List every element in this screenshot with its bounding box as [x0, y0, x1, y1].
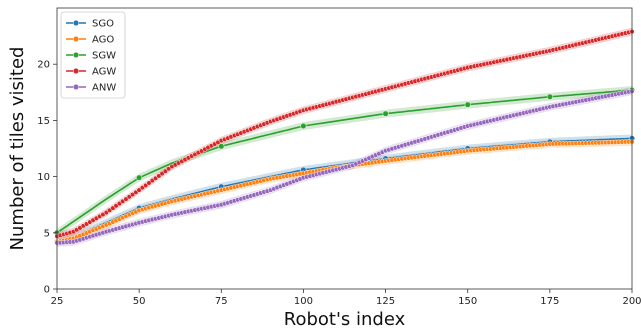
x-axis-title: Robot's index	[284, 309, 406, 329]
data-point	[464, 101, 471, 108]
data-point	[136, 174, 143, 181]
legend-marker	[72, 35, 80, 43]
series-line	[56, 89, 633, 234]
legend-label: SGO	[92, 19, 114, 30]
legend-marker	[72, 67, 80, 75]
plot-area-frame	[56, 7, 633, 290]
y-tick-label: 15	[37, 116, 50, 127]
x-tick-label: 175	[540, 296, 559, 307]
data-point	[300, 122, 307, 130]
x-tick-label: 125	[376, 296, 395, 307]
y-tick-label: 0	[44, 285, 50, 296]
series-line	[56, 141, 632, 243]
legend-label: ANW	[92, 83, 116, 94]
x-axis-ticks: 25 50 75 100 125 150 175 200	[51, 289, 641, 307]
legend-marker	[72, 51, 80, 59]
x-tick-label: 50	[133, 296, 146, 307]
data-point	[218, 143, 225, 150]
y-tick-label: 20	[37, 60, 50, 71]
legend-marker	[72, 19, 80, 27]
y-axis-title: Number of tiles visited	[7, 47, 28, 251]
x-tick-label: 25	[51, 296, 64, 307]
data-point	[546, 93, 553, 100]
y-axis-ticks: 0 5 10 15 20	[37, 60, 57, 296]
confidence-bands	[57, 27, 632, 247]
x-tick-label: 200	[622, 296, 641, 307]
x-tick-label: 100	[294, 296, 313, 307]
data-point	[382, 110, 389, 117]
legend-label: AGW	[92, 67, 116, 78]
legend-label: AGO	[92, 35, 114, 46]
legend-box	[60, 11, 126, 99]
y-tick-label: 5	[44, 228, 50, 239]
confidence-band	[57, 86, 632, 237]
series-markers	[53, 29, 636, 246]
x-tick-label: 75	[215, 296, 228, 307]
confidence-band	[57, 137, 632, 246]
legend: SGO AGO SGW AGW ANW	[60, 11, 126, 99]
legend-marker	[72, 83, 80, 91]
y-tick-label: 10	[37, 172, 50, 183]
legend-label: SGW	[92, 51, 116, 62]
x-tick-label: 150	[458, 296, 477, 307]
